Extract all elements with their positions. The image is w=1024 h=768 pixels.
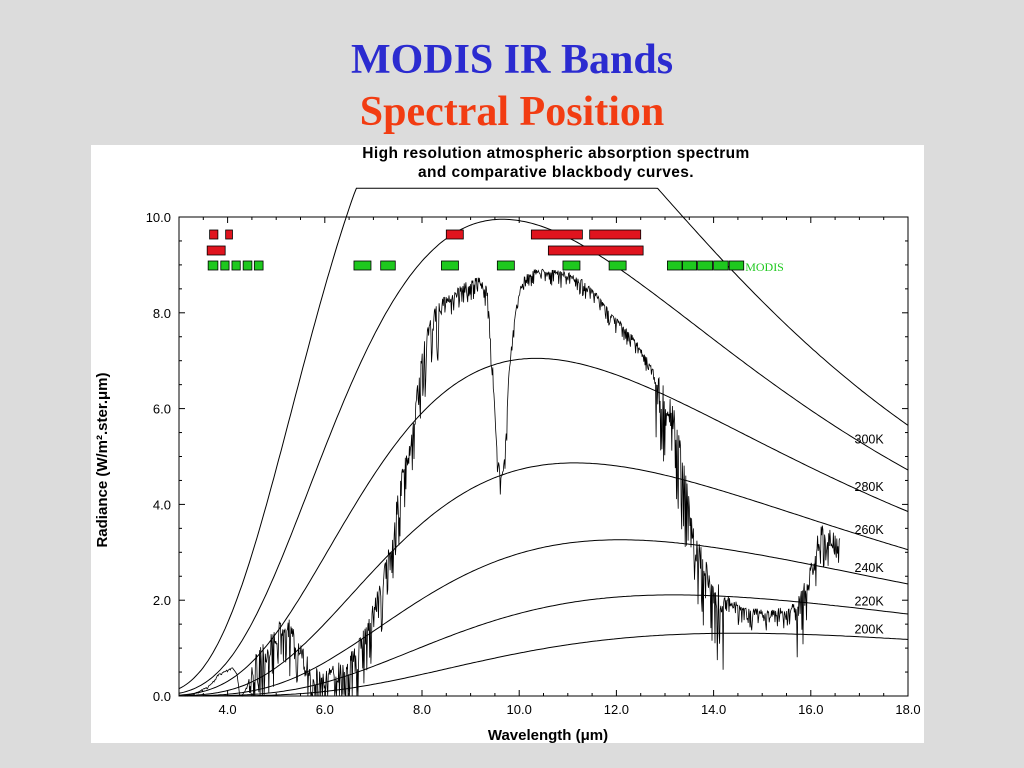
y-tick-label: 2.0 <box>153 593 171 608</box>
modis-band-green <box>667 260 683 271</box>
curve-label-220K: 220K <box>855 594 885 608</box>
modis-band-green <box>253 260 264 271</box>
modis-band-red <box>209 229 219 240</box>
blackbody-curve-240K <box>178 539 909 697</box>
modis-band-red <box>530 229 583 240</box>
tick-labels: 4.0 6.0 8.0 10.0 12.0 14.0 16.0 18.0 0.0 2.0 4.0 6.… <box>146 210 921 717</box>
x-tick-label: 6.0 <box>316 702 334 717</box>
modis-band-red <box>225 229 233 240</box>
modis-band-green <box>380 260 396 271</box>
blackbody-curve-300K <box>178 218 909 694</box>
modis-band-red <box>206 245 226 256</box>
curve-label-280K: 280K <box>855 480 885 494</box>
y-axis-label: Radiance (W/m².ster.μm) <box>94 372 111 547</box>
x-tick-label: 10.0 <box>507 702 532 717</box>
y-tick-label: 6.0 <box>153 402 171 417</box>
y-tick-label: 0.0 <box>153 689 171 704</box>
modis-band-green <box>682 260 697 271</box>
chart-title-line2: and comparative blackbody curves. <box>418 164 694 181</box>
modis-band-green <box>496 260 515 271</box>
x-tick-label: 16.0 <box>798 702 823 717</box>
modis-band-green <box>220 260 230 271</box>
x-tick-label: 18.0 <box>895 702 920 717</box>
modis-band-green <box>608 260 627 271</box>
modis-band-red <box>589 229 642 240</box>
spectrum-chart: High resolution atmospheric absorption s… <box>94 145 921 743</box>
y-tick-label: 4.0 <box>153 497 171 512</box>
y-tick-label: 8.0 <box>153 306 171 321</box>
modis-band-green <box>728 260 745 271</box>
x-tick-label: 14.0 <box>701 702 726 717</box>
chart-title-line1: High resolution atmospheric absorption s… <box>362 145 749 162</box>
curve-label-300K: 300K <box>855 433 885 447</box>
x-tick-label: 4.0 <box>219 702 237 717</box>
axes-frame <box>178 216 909 697</box>
absorption-spectrum <box>179 268 841 697</box>
curve-label-260K: 260K <box>855 523 885 537</box>
slide-title: MODIS IR Bands <box>350 37 674 83</box>
blackbody-curve-280K <box>178 357 909 696</box>
modis-band-green <box>713 260 729 271</box>
x-tick-label: 8.0 <box>413 702 431 717</box>
curve-label-240K: 240K <box>855 561 885 575</box>
modis-legend-label: MODIS <box>745 260 784 274</box>
modis-band-green <box>207 260 219 271</box>
blackbody-curves: 300K 280K 260K 240K 220K 200K <box>178 187 909 697</box>
x-tick-label: 12.0 <box>604 702 629 717</box>
modis-band-green <box>242 260 253 271</box>
blackbody-curve-260K <box>178 462 909 697</box>
blackbody-curve-200K <box>179 632 909 697</box>
modis-band-green <box>441 260 459 271</box>
modis-band-green <box>562 260 581 271</box>
blackbody-curve-320K <box>178 187 909 690</box>
chart-panel: High resolution atmospheric absorption s… <box>91 145 924 743</box>
modis-band-green <box>697 260 714 271</box>
modis-band-green <box>353 260 372 271</box>
x-axis-label: Wavelength (μm) <box>488 727 608 743</box>
slide-subtitle: Spectral Position <box>359 89 665 135</box>
modis-bands: MODIS <box>206 229 784 274</box>
absorption-spectrum-trace <box>179 268 841 697</box>
curve-label-200K: 200K <box>855 622 885 636</box>
y-tick-label: 10.0 <box>146 210 171 225</box>
modis-band-red <box>445 229 464 240</box>
blackbody-curve-220K <box>179 594 909 697</box>
modis-band-red <box>547 245 644 256</box>
modis-band-green <box>231 260 241 271</box>
